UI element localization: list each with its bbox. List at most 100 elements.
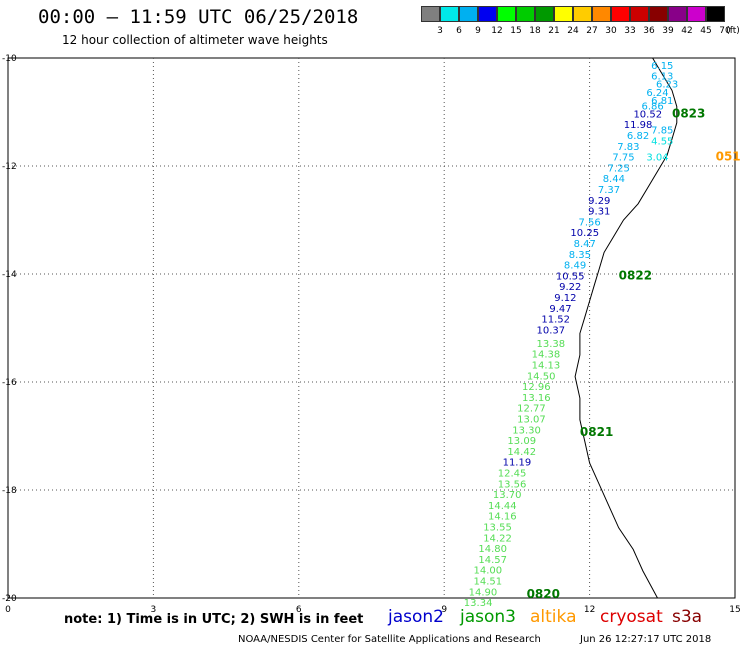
legend-label: 33: [624, 26, 636, 36]
x-tick-label: 6: [296, 605, 302, 615]
legend-swatch: [649, 6, 668, 22]
wave-height-label: 9.47: [549, 304, 571, 315]
legend-label: 18: [529, 26, 541, 36]
footer-note: note: 1) Time is in UTC; 2) SWH is in fe…: [64, 612, 364, 627]
legend-swatch: [478, 6, 497, 22]
wave-height-label: 14.42: [507, 447, 536, 458]
wave-height-label: 8.35: [569, 250, 591, 261]
wave-height-label: 14.50: [527, 371, 556, 382]
map-frame: [7, 57, 736, 599]
legend-swatch: [421, 6, 440, 22]
track-time-label: 0823: [672, 106, 705, 120]
wave-height-label: 12.45: [498, 469, 527, 480]
legend-label: 3: [437, 26, 443, 36]
legend-label: 21: [548, 26, 560, 36]
wave-height-label: 14.22: [483, 533, 512, 544]
x-tick-label: 15: [729, 605, 740, 615]
legend-swatch: [668, 6, 687, 22]
legend-label: 27: [586, 26, 598, 36]
coastline: [574, 57, 678, 599]
legend-label: 45: [700, 26, 712, 36]
wave-height-label: 9.12: [554, 293, 576, 304]
wave-height-label: 10.52: [633, 109, 662, 120]
wave-height-label: 4.55: [651, 136, 673, 147]
wave-height-label: 7.25: [608, 163, 630, 174]
page-subtitle: 12 hour collection of altimeter wave hei…: [62, 33, 328, 47]
legend-label: 70: [719, 26, 731, 36]
wave-height-label: 14.44: [488, 501, 517, 512]
wave-height-label: 6.86: [641, 101, 663, 112]
legend-label: 24: [567, 26, 579, 36]
wave-height-label: 7.56: [578, 217, 600, 228]
page-title: 00:00 – 11:59 UTC 06/25/2018: [38, 6, 359, 28]
y-tick-label: -18: [2, 486, 17, 496]
legend-label: 9: [475, 26, 481, 36]
legend-label: 39: [662, 26, 674, 36]
wave-height-label: 9.22: [559, 282, 581, 293]
wave-height-label: 13.56: [498, 479, 527, 490]
legend-swatch: [440, 6, 459, 22]
wave-height-label: 14.57: [478, 555, 507, 566]
wave-height-label: 6.81: [651, 96, 673, 107]
wave-height-label: 14.13: [532, 361, 561, 372]
legend-jason2: jason2: [388, 607, 444, 627]
x-tick-label: 12: [584, 605, 595, 615]
wave-height-label: 13.07: [517, 415, 546, 426]
legend-swatch: [611, 6, 630, 22]
wave-height-label: 6.15: [651, 61, 673, 72]
legend-label: 15: [510, 26, 522, 36]
wave-height-label: 6.24: [646, 88, 668, 99]
legend-swatch: [630, 6, 649, 22]
wave-height-label: 12.77: [517, 404, 546, 415]
wave-height-label: 14.90: [469, 587, 498, 598]
y-tick-label: -10: [2, 54, 17, 64]
legend-swatch: [706, 6, 725, 22]
legend-swatch: [592, 6, 611, 22]
wave-height-label: 14.16: [488, 512, 517, 523]
wave-height-label: 14.38: [532, 350, 561, 361]
wave-height-label: 8.49: [564, 261, 586, 272]
y-tick-label: -12: [2, 162, 17, 172]
wave-height-label: 10.37: [537, 325, 566, 336]
wave-height-label: 6.23: [656, 80, 678, 91]
legend-label: 42: [681, 26, 693, 36]
wave-height-label: 9.31: [588, 207, 610, 218]
wave-height-label: 9.29: [588, 196, 610, 207]
wave-height-label: 13.09: [507, 436, 536, 447]
wave-height-label: 13.34: [464, 598, 493, 609]
wave-height-label: 13.55: [483, 523, 512, 534]
wave-height-label: 6.82: [627, 131, 649, 142]
legend-label: 12: [491, 26, 503, 36]
legend-altika: altika: [530, 607, 577, 627]
wave-height-label: 14.80: [478, 544, 507, 555]
legend-swatch: [459, 6, 478, 22]
wave-height-label: 7.83: [617, 142, 639, 153]
wave-height-label: 6.13: [651, 72, 673, 83]
legend-swatch: [497, 6, 516, 22]
wave-height-label: 7.75: [612, 153, 634, 164]
legend-cryosat: cryosat: [600, 607, 663, 627]
legend-swatch: [573, 6, 592, 22]
track-time-label: 0820: [527, 587, 560, 601]
legend-label: 30: [605, 26, 617, 36]
legend-s3a: s3a: [672, 607, 703, 627]
legend-label: 6: [456, 26, 462, 36]
wave-height-label: 11.19: [503, 458, 532, 469]
credit-text: NOAA/NESDIS Center for Satellite Applica…: [238, 634, 541, 645]
wave-height-label: 8.44: [603, 174, 625, 185]
legend-jason3: jason3: [460, 607, 516, 627]
legend-swatch: [687, 6, 706, 22]
wave-height-label: 10.25: [570, 228, 599, 239]
wave-height-label: 8.47: [574, 239, 596, 250]
timestamp-text: Jun 26 12:27:17 UTC 2018: [580, 634, 712, 645]
legend-swatch: [535, 6, 554, 22]
legend-label: 36: [643, 26, 655, 36]
wave-height-label: 13.38: [537, 339, 566, 350]
legend-unit: (ft): [726, 26, 740, 36]
track-time-label: 0821: [580, 425, 613, 439]
wave-height-label: 10.55: [556, 271, 585, 282]
wave-height-label: 12.96: [522, 382, 551, 393]
track-time-label: 0822: [619, 268, 652, 282]
wave-height-label: 7.85: [651, 126, 673, 137]
